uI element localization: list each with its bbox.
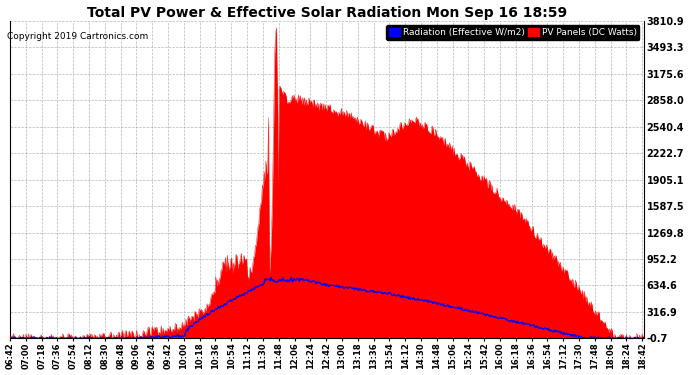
Title: Total PV Power & Effective Solar Radiation Mon Sep 16 18:59: Total PV Power & Effective Solar Radiati… xyxy=(87,6,567,20)
Text: Copyright 2019 Cartronics.com: Copyright 2019 Cartronics.com xyxy=(7,32,148,41)
Legend: Radiation (Effective W/m2), PV Panels (DC Watts): Radiation (Effective W/m2), PV Panels (D… xyxy=(386,25,640,40)
